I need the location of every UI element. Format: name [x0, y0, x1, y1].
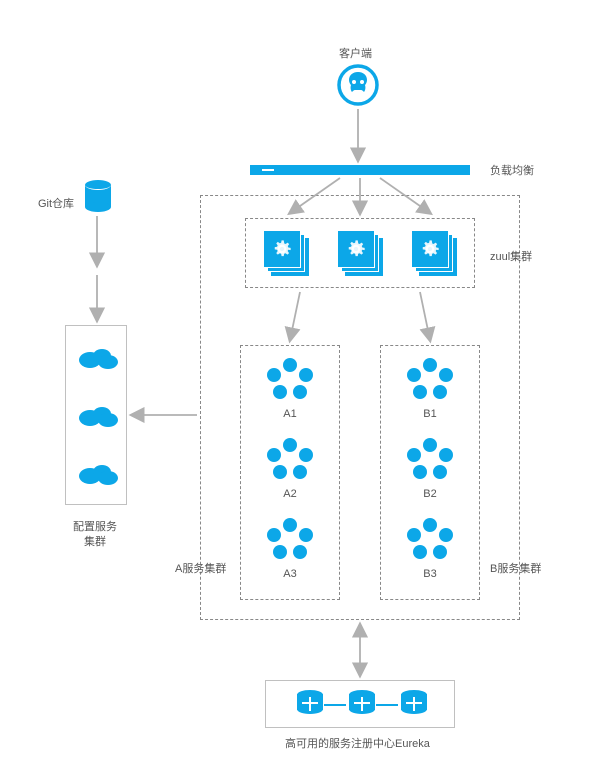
service-node-a2: A2 [260, 435, 320, 500]
service-node-label: A2 [260, 488, 320, 500]
client-icon [336, 63, 380, 107]
service-node-label: B2 [400, 488, 460, 500]
service-node-b3: B3 [400, 515, 460, 580]
config-cluster-box [65, 325, 127, 505]
service-b-label: B服务集群 [490, 560, 541, 576]
git-repo-label: Git仓库 [38, 195, 74, 211]
service-node-label: B1 [400, 408, 460, 420]
service-node-label: A3 [260, 568, 320, 580]
eureka-label: 高可用的服务注册中心Eureka [285, 735, 430, 751]
service-a-label: A服务集群 [175, 560, 226, 576]
service-node-a3: A3 [260, 515, 320, 580]
service-node-b2: B2 [400, 435, 460, 500]
zuul-cluster-label: zuul集群 [490, 248, 532, 264]
load-balancer-label: 负载均衡 [490, 162, 534, 178]
config-cluster-label-2: 集群 [84, 533, 106, 549]
service-node-b1: B1 [400, 355, 460, 420]
zuul-node-2 [337, 230, 383, 276]
eureka-box [265, 680, 455, 728]
zuul-node-1 [263, 230, 309, 276]
client-label: 客户端 [339, 45, 372, 61]
service-node-label: B3 [400, 568, 460, 580]
service-node-a1: A1 [260, 355, 320, 420]
service-node-label: A1 [260, 408, 320, 420]
config-cluster-label-1: 配置服务 [73, 518, 117, 534]
load-balancer-bar [250, 165, 470, 175]
git-database-icon [85, 180, 111, 212]
zuul-node-3 [411, 230, 457, 276]
